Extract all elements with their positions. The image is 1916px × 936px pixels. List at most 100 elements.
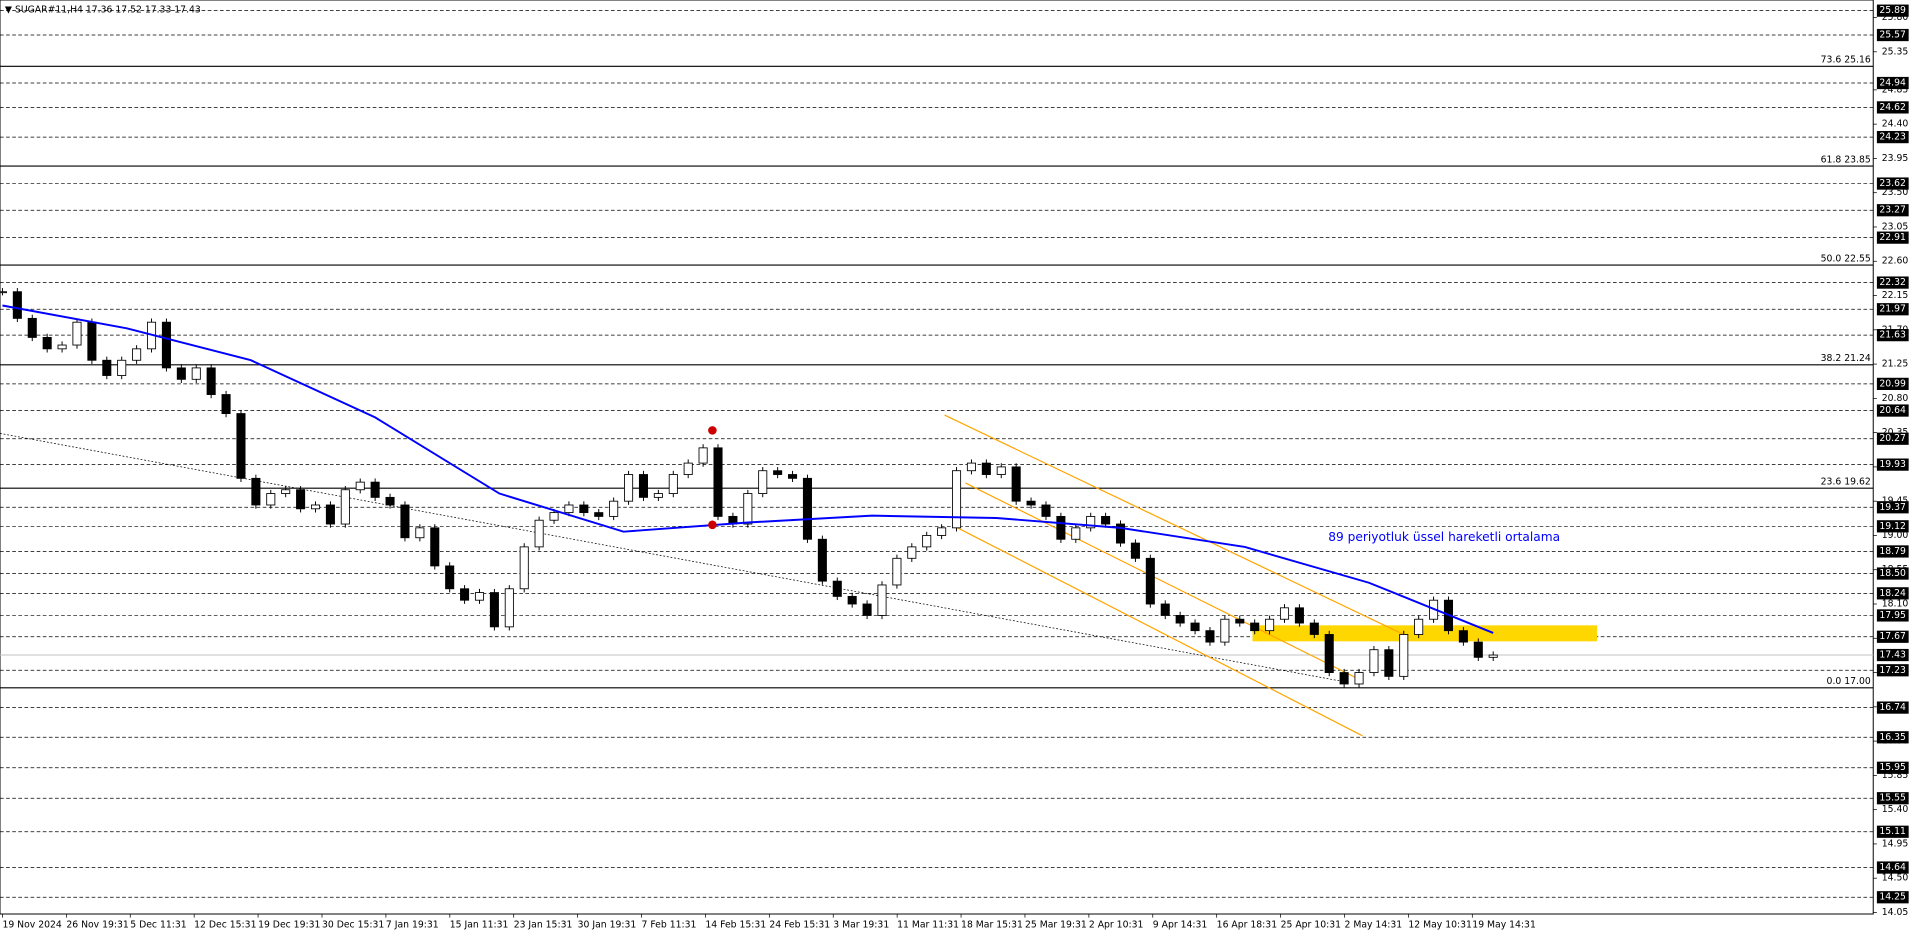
y-tick-label: 25.80 xyxy=(1882,12,1909,23)
candle-body xyxy=(1130,542,1140,559)
candle-body xyxy=(981,462,991,475)
fib-label: 23.6 19.62 xyxy=(1821,477,1871,488)
candle-body xyxy=(445,565,455,590)
level-label: 24.94 xyxy=(1879,78,1906,89)
level-label: 22.91 xyxy=(1879,232,1906,243)
candle-body xyxy=(474,592,485,601)
level-label-box xyxy=(1876,101,1909,114)
candle-body xyxy=(504,588,514,628)
level-label: 21.97 xyxy=(1879,304,1906,315)
x-tick-label: 7 Feb 11:31 xyxy=(642,920,697,931)
x-tick-label: 23 Jan 15:31 xyxy=(514,920,573,931)
y-tick-label: 24.40 xyxy=(1882,119,1909,130)
level-label-box xyxy=(1876,377,1909,390)
candle-body xyxy=(12,291,22,319)
y-tick-label: 23.05 xyxy=(1882,221,1909,232)
level-label: 24.62 xyxy=(1879,102,1906,113)
level-label-box xyxy=(1876,587,1909,600)
level-label: 20.99 xyxy=(1879,378,1906,389)
x-tick-label: 7 Jan 19:31 xyxy=(386,920,439,931)
x-tick-label: 25 Mar 19:31 xyxy=(1025,920,1087,931)
level-label-box xyxy=(1876,177,1909,190)
level-label-box xyxy=(1876,731,1909,744)
level-label-box xyxy=(1876,792,1909,805)
level-label-box xyxy=(1876,130,1909,144)
level-label: 20.64 xyxy=(1879,405,1906,416)
level-label-box xyxy=(1876,861,1909,874)
candle-body xyxy=(1175,615,1185,624)
candle-body xyxy=(206,367,216,395)
level-label-box xyxy=(1876,567,1909,580)
level-label: 14.64 xyxy=(1879,862,1906,873)
candle-body xyxy=(1011,466,1021,502)
candle-body xyxy=(847,595,857,605)
candle-body xyxy=(1160,603,1170,616)
y-tick-label: 15.85 xyxy=(1882,770,1909,781)
trendline xyxy=(0,433,1345,683)
level-label: 17.67 xyxy=(1879,631,1906,642)
candle-body xyxy=(1399,634,1409,677)
candle-body xyxy=(1339,672,1349,685)
x-tick-label: 25 Apr 10:31 xyxy=(1281,920,1342,931)
candle-body xyxy=(892,557,902,586)
candle-body xyxy=(1384,649,1394,677)
candle-body xyxy=(236,413,246,479)
candle-body xyxy=(415,527,425,539)
candle-body xyxy=(191,367,201,380)
level-label: 16.74 xyxy=(1879,702,1906,713)
level-label-box xyxy=(1876,501,1909,514)
y-tick-label: 23.95 xyxy=(1882,153,1909,164)
y-tick-label: 14.95 xyxy=(1882,838,1909,849)
candle-body xyxy=(832,580,842,597)
candle-body xyxy=(1220,618,1230,643)
candle-body xyxy=(400,504,410,539)
candle-body xyxy=(1414,618,1424,635)
level-label-box xyxy=(1876,458,1909,471)
channel-line xyxy=(952,525,1363,737)
candle-body xyxy=(281,489,291,494)
level-label: 17.23 xyxy=(1879,665,1906,676)
candle-body xyxy=(1071,527,1081,540)
candle-body xyxy=(325,504,335,525)
candle-body xyxy=(638,474,649,498)
level-label-box xyxy=(1876,231,1909,244)
x-tick-label: 3 Mar 19:31 xyxy=(833,920,889,931)
candle-body xyxy=(713,447,723,517)
candle-body xyxy=(1026,500,1036,506)
candle-body xyxy=(27,317,37,338)
y-tick-label: 20.80 xyxy=(1882,393,1909,404)
candle-body xyxy=(758,470,768,494)
candle-body xyxy=(1041,504,1051,517)
candle-body xyxy=(1056,515,1066,540)
level-label: 21.63 xyxy=(1879,330,1906,341)
candle-body xyxy=(624,474,634,502)
marker xyxy=(708,426,717,435)
level-label-box xyxy=(1876,609,1909,622)
level-label-box xyxy=(1876,664,1909,677)
x-tick-label: 19 Dec 19:31 xyxy=(258,920,320,931)
level-label: 22.32 xyxy=(1879,277,1906,288)
y-tick-label: 19.00 xyxy=(1882,530,1909,541)
candle-body xyxy=(117,359,127,376)
level-label-box xyxy=(1876,404,1909,417)
x-tick-label: 12 May 10:31 xyxy=(1408,920,1472,931)
candle-body xyxy=(1101,515,1111,525)
level-label: 25.57 xyxy=(1879,30,1906,41)
grid-layer xyxy=(0,10,1874,898)
x-tick-label: 14 Feb 15:31 xyxy=(705,920,766,931)
candle-body xyxy=(1294,607,1304,624)
level-label: 14.25 xyxy=(1879,892,1906,903)
candle-body xyxy=(221,394,231,415)
candle-body xyxy=(1369,649,1379,673)
x-tick-label: 2 May 14:31 xyxy=(1344,920,1402,931)
level-label: 25.89 xyxy=(1879,5,1906,16)
y-tick-label: 22.60 xyxy=(1882,256,1909,267)
level-label-box xyxy=(1876,4,1909,17)
candle-body xyxy=(460,588,470,601)
x-tick-label: 18 Mar 15:31 xyxy=(961,920,1023,931)
level-label-box xyxy=(1876,28,1909,42)
candle-body xyxy=(1115,523,1126,544)
x-tick-label: 16 Apr 18:31 xyxy=(1217,920,1278,931)
level-label: 17.43 xyxy=(1879,650,1906,661)
